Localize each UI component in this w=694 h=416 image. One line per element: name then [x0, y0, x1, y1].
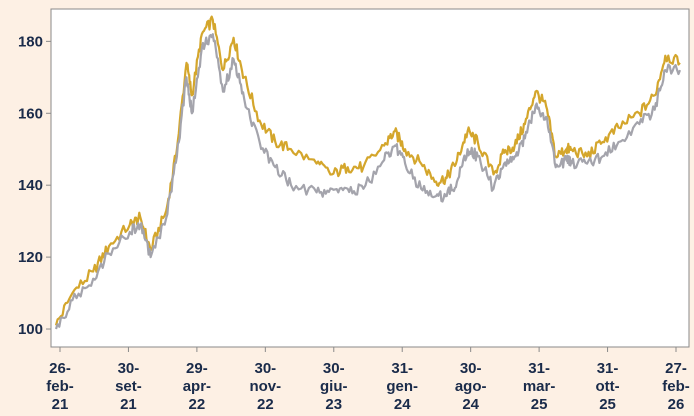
y-tick-label: 100: [18, 321, 43, 338]
y-axis: 100 120 140 160 180: [18, 33, 51, 338]
y-tick-label: 120: [18, 249, 43, 266]
x-tick-label-line: 30-: [118, 360, 140, 377]
x-tick-label: 30-ago-24: [455, 360, 487, 413]
x-tick-label-line: 30-: [460, 360, 482, 377]
x-tick-label-line: set-: [115, 378, 142, 395]
x-tick-label-line: nov-: [249, 378, 281, 395]
x-tick-label: 30-set-21: [115, 360, 142, 413]
y-tick-label: 180: [18, 33, 43, 50]
x-tick-label-line: 23: [325, 396, 342, 413]
x-tick-label-line: 21: [120, 396, 137, 413]
x-axis: 26-feb-2130-set-2129-apr-2230-nov-2230-g…: [46, 347, 690, 413]
x-tick-label: 31-gen-24: [386, 360, 418, 413]
x-tick-label-line: 22: [257, 396, 274, 413]
x-tick-label-line: apr-: [183, 378, 211, 395]
x-tick-label: 30-nov-22: [249, 360, 281, 413]
x-tick-label-line: 31-: [597, 360, 619, 377]
x-tick-label: 26-feb-21: [46, 360, 74, 413]
x-tick-label-line: 24: [394, 396, 411, 413]
x-tick-label-line: 25: [599, 396, 616, 413]
x-tick-label: 29-apr-22: [183, 360, 211, 413]
y-tick-label: 160: [18, 105, 43, 122]
x-tick-label-line: ott-: [595, 378, 619, 395]
x-tick-label: 27-feb-26: [662, 360, 690, 413]
x-tick-label-line: gen-: [386, 378, 418, 395]
x-tick-label-line: 29-: [186, 360, 208, 377]
x-tick-label-line: ago-: [455, 378, 487, 395]
x-tick-label: 31-ott-25: [595, 360, 619, 413]
x-tick-label-line: 30-: [254, 360, 276, 377]
series-layer: [54, 15, 682, 330]
x-tick-label-line: feb-: [662, 378, 690, 395]
series-line-2: [54, 33, 682, 330]
x-tick-label-line: 26-: [49, 360, 71, 377]
series-line-1: [54, 15, 681, 326]
y-tick-label: 140: [18, 177, 43, 194]
x-tick-label-line: mar-: [523, 378, 556, 395]
x-tick-label: 31-mar-25: [523, 360, 556, 413]
x-tick-label-line: giu-: [320, 378, 348, 395]
x-tick-label-line: 25: [531, 396, 548, 413]
x-tick-label: 30-giu-23: [320, 360, 348, 413]
x-tick-label-line: 22: [189, 396, 206, 413]
x-tick-label-line: 27-: [665, 360, 687, 377]
x-tick-label-line: 21: [52, 396, 69, 413]
plot-area: [50, 8, 690, 348]
x-tick-label-line: 26: [668, 396, 685, 413]
x-tick-label-line: 24: [462, 396, 479, 413]
x-tick-label-line: 30-: [323, 360, 345, 377]
x-tick-label-line: 31-: [528, 360, 550, 377]
x-tick-label-line: 31-: [391, 360, 413, 377]
x-tick-label-line: feb-: [46, 378, 74, 395]
